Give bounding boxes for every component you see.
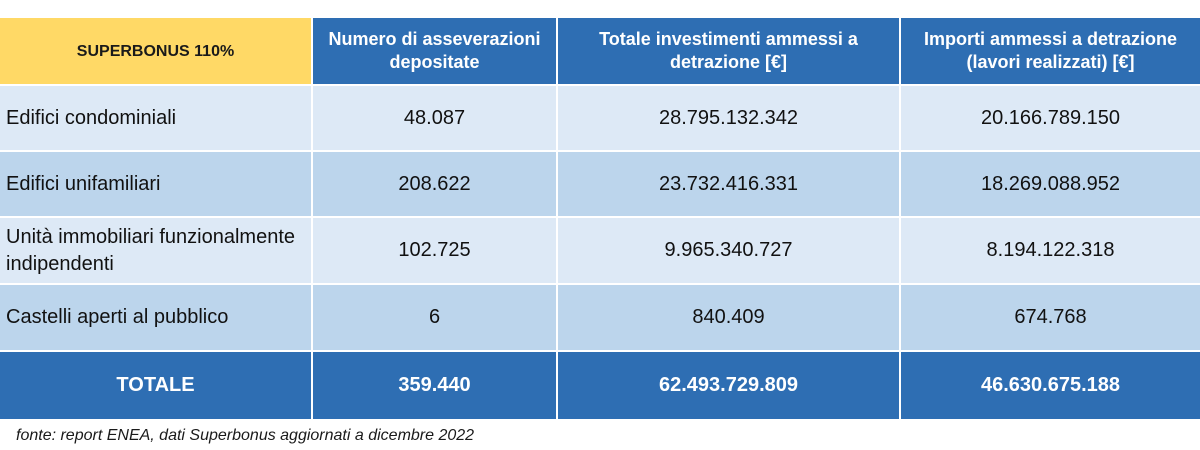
row-label-condominiali: Edifici condominiali (0, 86, 313, 152)
total-label: TOTALE (0, 352, 313, 419)
column-header-asseverazioni: Numero di asseverazioni depositate (313, 18, 558, 86)
table-cell: 674.768 (901, 285, 1200, 352)
table-cell: 48.087 (313, 86, 558, 152)
table-cell: 102.725 (313, 218, 558, 285)
total-importi: 46.630.675.188 (901, 352, 1200, 419)
column-header-importi: Importi ammessi a detrazione (lavori rea… (901, 18, 1200, 86)
column-header-investimenti: Totale investimenti ammessi a detrazione… (558, 18, 901, 86)
superbonus-table: SUPERBONUS 110% Numero di asseverazioni … (0, 18, 1200, 419)
source-note: fonte: report ENEA, dati Superbonus aggi… (16, 427, 475, 444)
table-cell: 8.194.122.318 (901, 218, 1200, 285)
total-investimenti: 62.493.729.809 (558, 352, 901, 419)
total-asseverazioni: 359.440 (313, 352, 558, 419)
table-cell: 208.622 (313, 152, 558, 218)
table-cell: 18.269.088.952 (901, 152, 1200, 218)
row-label-castelli: Castelli aperti al pubblico (0, 285, 313, 352)
table-cell: 9.965.340.727 (558, 218, 901, 285)
table-cell: 20.166.789.150 (901, 86, 1200, 152)
table-cell: 6 (313, 285, 558, 352)
table-title-cell: SUPERBONUS 110% (0, 18, 313, 86)
row-label-unifamiliari: Edifici unifamiliari (0, 152, 313, 218)
row-label-unita-immobiliari: Unità immobiliari funzionalmente indipen… (0, 218, 313, 285)
table-cell: 23.732.416.331 (558, 152, 901, 218)
table-cell: 28.795.132.342 (558, 86, 901, 152)
table-cell: 840.409 (558, 285, 901, 352)
